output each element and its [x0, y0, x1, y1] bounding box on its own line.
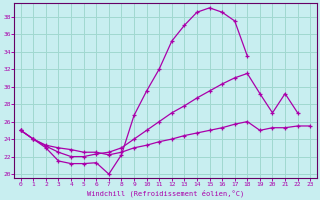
- X-axis label: Windchill (Refroidissement éolien,°C): Windchill (Refroidissement éolien,°C): [87, 189, 244, 197]
